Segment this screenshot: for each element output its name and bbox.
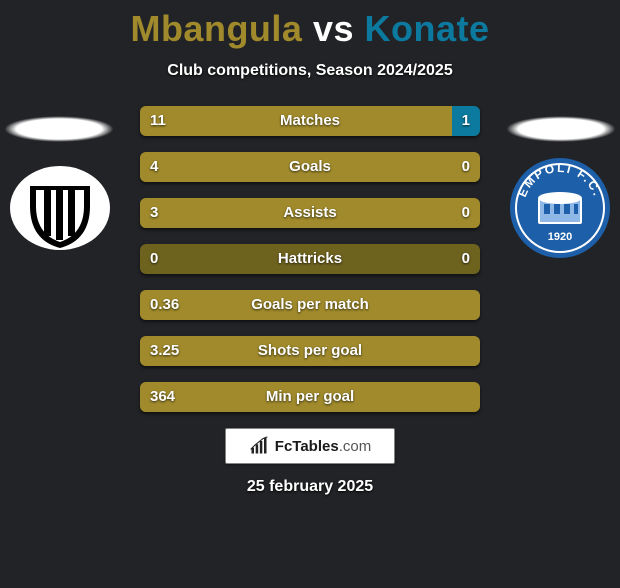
stat-value-left: 0 xyxy=(150,244,158,274)
stat-value-left: 3.25 xyxy=(150,336,179,366)
comparison-panel: EMPOLI F.C. 1920 Matches111Goals40Assist… xyxy=(0,100,620,496)
club-logo-right: EMPOLI F.C. 1920 xyxy=(510,158,610,258)
title-vs: vs xyxy=(313,8,354,49)
stat-value-right: 0 xyxy=(462,198,470,228)
stat-label: Hattricks xyxy=(140,244,480,274)
stat-value-left: 3 xyxy=(150,198,158,228)
brand-badge: FcTables.com xyxy=(225,428,395,464)
stat-value-right: 1 xyxy=(462,106,470,136)
stat-bar: Goals per match0.36 xyxy=(140,290,480,320)
brand-name: FcTables xyxy=(275,438,339,455)
brand-text: FcTables.com xyxy=(275,438,371,455)
club-logo-left xyxy=(10,158,110,258)
empoli-badge-icon: EMPOLI F.C. 1920 xyxy=(510,158,610,258)
stat-value-right: 0 xyxy=(462,152,470,182)
chart-icon xyxy=(249,436,269,456)
stat-label: Shots per goal xyxy=(140,336,480,366)
stat-bar: Assists3 0 xyxy=(140,198,480,228)
stat-value-left: 0.36 xyxy=(150,290,179,320)
shadow-right xyxy=(506,116,616,142)
shadow-left xyxy=(4,116,114,142)
stat-label: Goals per match xyxy=(140,290,480,320)
title-player1: Mbangula xyxy=(130,8,302,49)
juventus-badge-icon xyxy=(10,158,110,258)
stat-bar: Goals4 0 xyxy=(140,152,480,182)
stat-bars: Matches111Goals40Assists30Hattricks00Goa… xyxy=(140,100,480,412)
date-label: 25 february 2025 xyxy=(0,478,620,496)
brand-domain: .com xyxy=(339,438,372,455)
stat-bar: Shots per goal3.25 xyxy=(140,336,480,366)
stat-value-right: 0 xyxy=(462,244,470,274)
stat-bar: Min per goal364 xyxy=(140,382,480,412)
stat-label: Assists xyxy=(140,198,480,228)
empoli-year: 1920 xyxy=(548,231,572,243)
stat-bar: Hattricks0 0 xyxy=(140,244,480,274)
title-player2: Konate xyxy=(365,8,490,49)
stat-value-left: 364 xyxy=(150,382,175,412)
stat-bar: Matches111 xyxy=(140,106,480,136)
stat-label: Matches xyxy=(140,106,480,136)
page-title: Mbangula vs Konate xyxy=(0,8,620,50)
stat-label: Goals xyxy=(140,152,480,182)
stat-label: Min per goal xyxy=(140,382,480,412)
stat-value-left: 4 xyxy=(150,152,158,182)
stat-value-left: 11 xyxy=(150,106,166,136)
subtitle: Club competitions, Season 2024/2025 xyxy=(0,62,620,80)
